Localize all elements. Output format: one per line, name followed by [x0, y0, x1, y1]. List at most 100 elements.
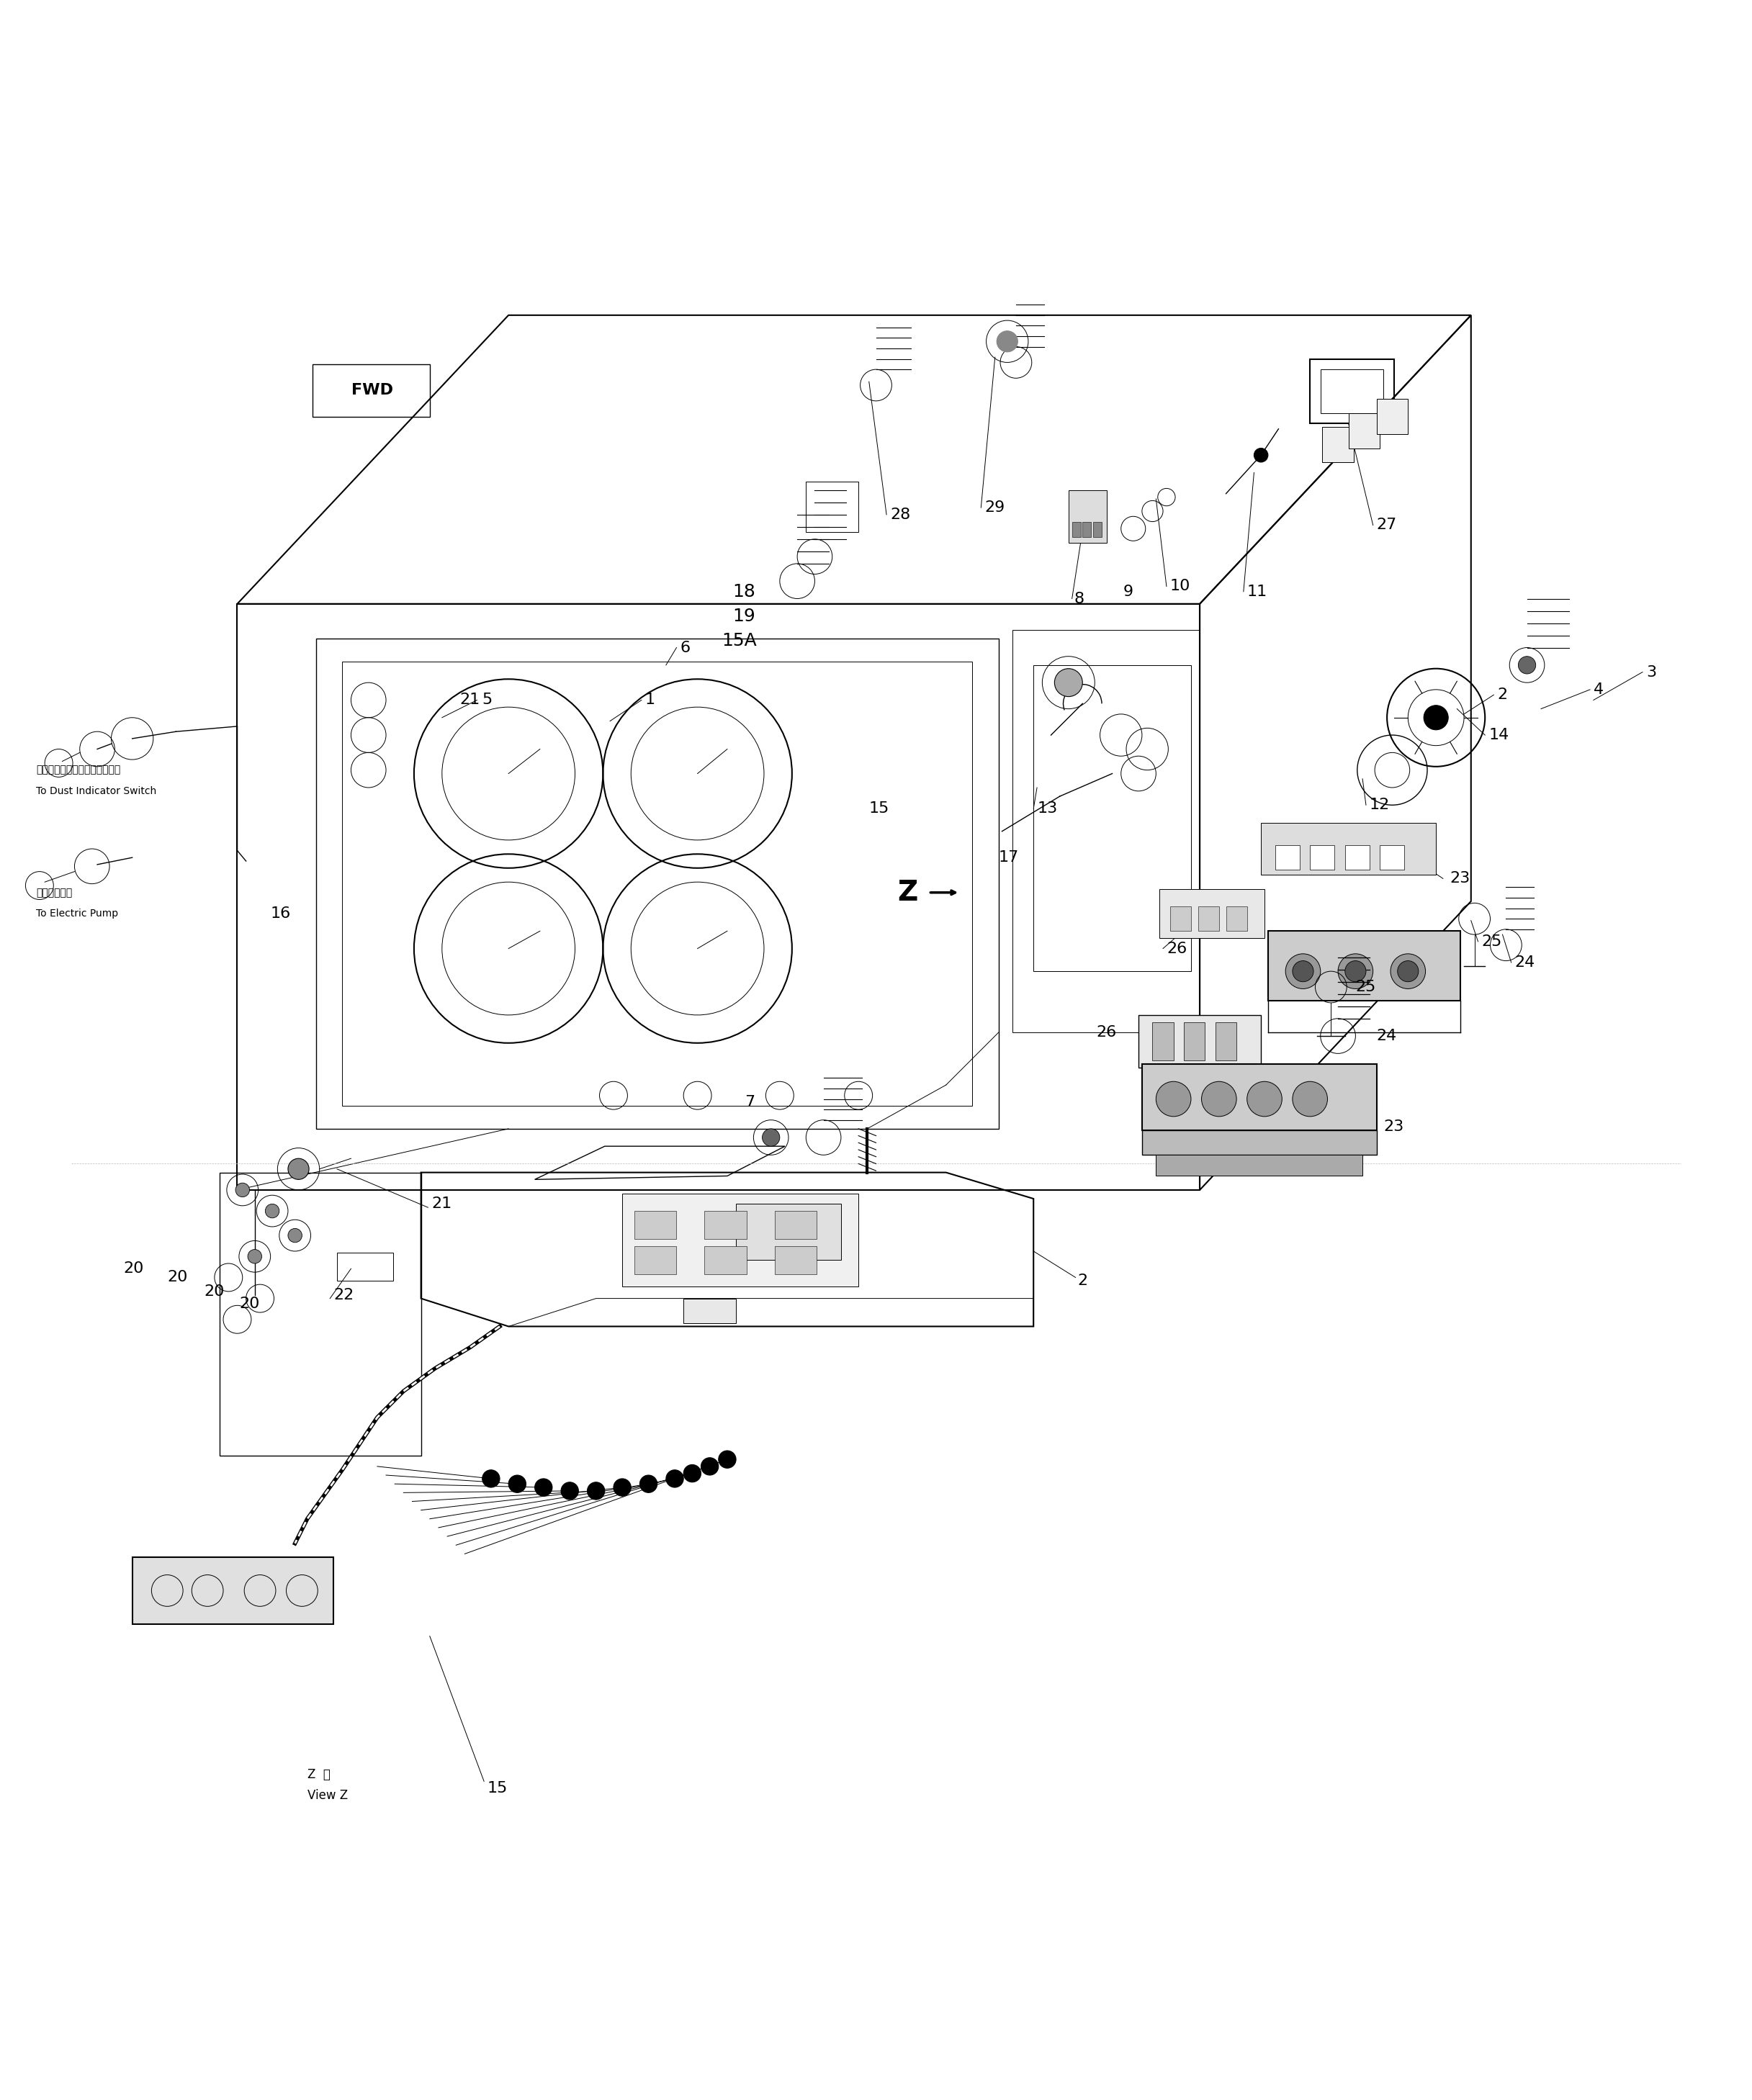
Circle shape: [587, 1483, 604, 1499]
Polygon shape: [1377, 399, 1409, 435]
Polygon shape: [1156, 1155, 1363, 1176]
Polygon shape: [683, 1298, 736, 1323]
Text: 15A: 15A: [722, 632, 757, 649]
Text: 26: 26: [1097, 1025, 1116, 1040]
Text: 20: 20: [123, 1262, 144, 1277]
Text: 25: 25: [1482, 935, 1501, 949]
Circle shape: [1346, 962, 1367, 983]
Text: 21: 21: [431, 1197, 452, 1212]
Text: 29: 29: [985, 500, 1006, 514]
Text: 10: 10: [1170, 580, 1190, 594]
Circle shape: [613, 1478, 631, 1495]
Text: 2: 2: [1077, 1275, 1088, 1287]
Polygon shape: [1093, 521, 1102, 538]
Text: 23: 23: [1384, 1119, 1403, 1134]
Polygon shape: [622, 1193, 858, 1285]
Polygon shape: [704, 1212, 746, 1239]
Circle shape: [1293, 1082, 1328, 1117]
Polygon shape: [774, 1245, 816, 1275]
Circle shape: [247, 1250, 261, 1264]
Circle shape: [1293, 962, 1314, 983]
Text: 3: 3: [1645, 666, 1656, 678]
Circle shape: [287, 1159, 308, 1180]
Circle shape: [534, 1478, 552, 1495]
Circle shape: [701, 1457, 718, 1474]
Circle shape: [666, 1470, 683, 1487]
Polygon shape: [1153, 1023, 1174, 1060]
Text: 19: 19: [732, 607, 755, 624]
Circle shape: [1391, 953, 1426, 989]
Text: 24: 24: [1377, 1029, 1396, 1044]
Polygon shape: [1184, 1023, 1205, 1060]
Text: 13: 13: [1037, 802, 1058, 815]
Polygon shape: [704, 1245, 746, 1275]
Polygon shape: [1268, 930, 1461, 1002]
Text: View Z: View Z: [307, 1789, 347, 1802]
Text: 25: 25: [1356, 981, 1375, 993]
Text: 23: 23: [1451, 871, 1470, 886]
Circle shape: [1286, 953, 1321, 989]
Circle shape: [265, 1203, 279, 1218]
Polygon shape: [1142, 1065, 1377, 1130]
Text: Z  視: Z 視: [307, 1768, 329, 1781]
Text: 4: 4: [1594, 682, 1603, 697]
Polygon shape: [1275, 846, 1300, 869]
Text: 12: 12: [1370, 798, 1389, 813]
Circle shape: [683, 1464, 701, 1483]
Text: 1: 1: [645, 693, 655, 708]
Circle shape: [997, 332, 1018, 353]
Text: 17: 17: [999, 850, 1020, 865]
Text: 20: 20: [203, 1285, 224, 1298]
Circle shape: [287, 1228, 301, 1243]
Polygon shape: [1139, 1014, 1261, 1067]
Circle shape: [639, 1474, 657, 1493]
Text: ダストインジケータスイッチへ: ダストインジケータスイッチへ: [37, 764, 121, 775]
Circle shape: [718, 1451, 736, 1468]
Text: 28: 28: [890, 508, 911, 521]
Text: 15: 15: [869, 802, 890, 815]
Circle shape: [1398, 962, 1419, 983]
Circle shape: [1339, 953, 1374, 989]
Text: 20: 20: [238, 1296, 259, 1310]
Circle shape: [235, 1182, 249, 1197]
Polygon shape: [1261, 823, 1437, 876]
Text: 14: 14: [1489, 729, 1508, 741]
Polygon shape: [1381, 846, 1405, 869]
Text: 18: 18: [732, 584, 755, 601]
Polygon shape: [1142, 1130, 1377, 1155]
Polygon shape: [1160, 888, 1265, 939]
Circle shape: [1156, 1082, 1191, 1117]
Circle shape: [762, 1128, 780, 1147]
Text: 22: 22: [333, 1287, 354, 1302]
Circle shape: [1424, 706, 1449, 731]
Text: FWD: FWD: [350, 382, 392, 397]
Polygon shape: [634, 1212, 676, 1239]
Polygon shape: [1072, 521, 1081, 538]
Polygon shape: [1323, 426, 1354, 462]
Text: 7: 7: [745, 1096, 755, 1109]
Text: 2: 2: [1498, 687, 1507, 701]
Polygon shape: [774, 1212, 816, 1239]
Circle shape: [1055, 668, 1083, 697]
Text: 電動ポンプへ: 電動ポンプへ: [37, 888, 72, 897]
Polygon shape: [1310, 846, 1335, 869]
Text: 21: 21: [459, 693, 480, 708]
Circle shape: [1202, 1082, 1237, 1117]
Text: 24: 24: [1515, 956, 1535, 970]
Text: 11: 11: [1247, 584, 1267, 598]
Text: 5: 5: [482, 693, 492, 708]
Polygon shape: [1083, 521, 1091, 538]
Polygon shape: [1216, 1023, 1237, 1060]
Polygon shape: [1349, 414, 1381, 447]
Polygon shape: [1226, 907, 1247, 930]
Polygon shape: [131, 1558, 333, 1623]
Polygon shape: [634, 1245, 676, 1275]
Polygon shape: [1069, 489, 1107, 542]
Text: 15: 15: [487, 1781, 508, 1796]
Text: 20: 20: [166, 1270, 187, 1285]
Circle shape: [508, 1474, 526, 1493]
Circle shape: [561, 1483, 578, 1499]
Circle shape: [1247, 1082, 1282, 1117]
Text: 9: 9: [1123, 584, 1134, 598]
Circle shape: [482, 1470, 499, 1487]
